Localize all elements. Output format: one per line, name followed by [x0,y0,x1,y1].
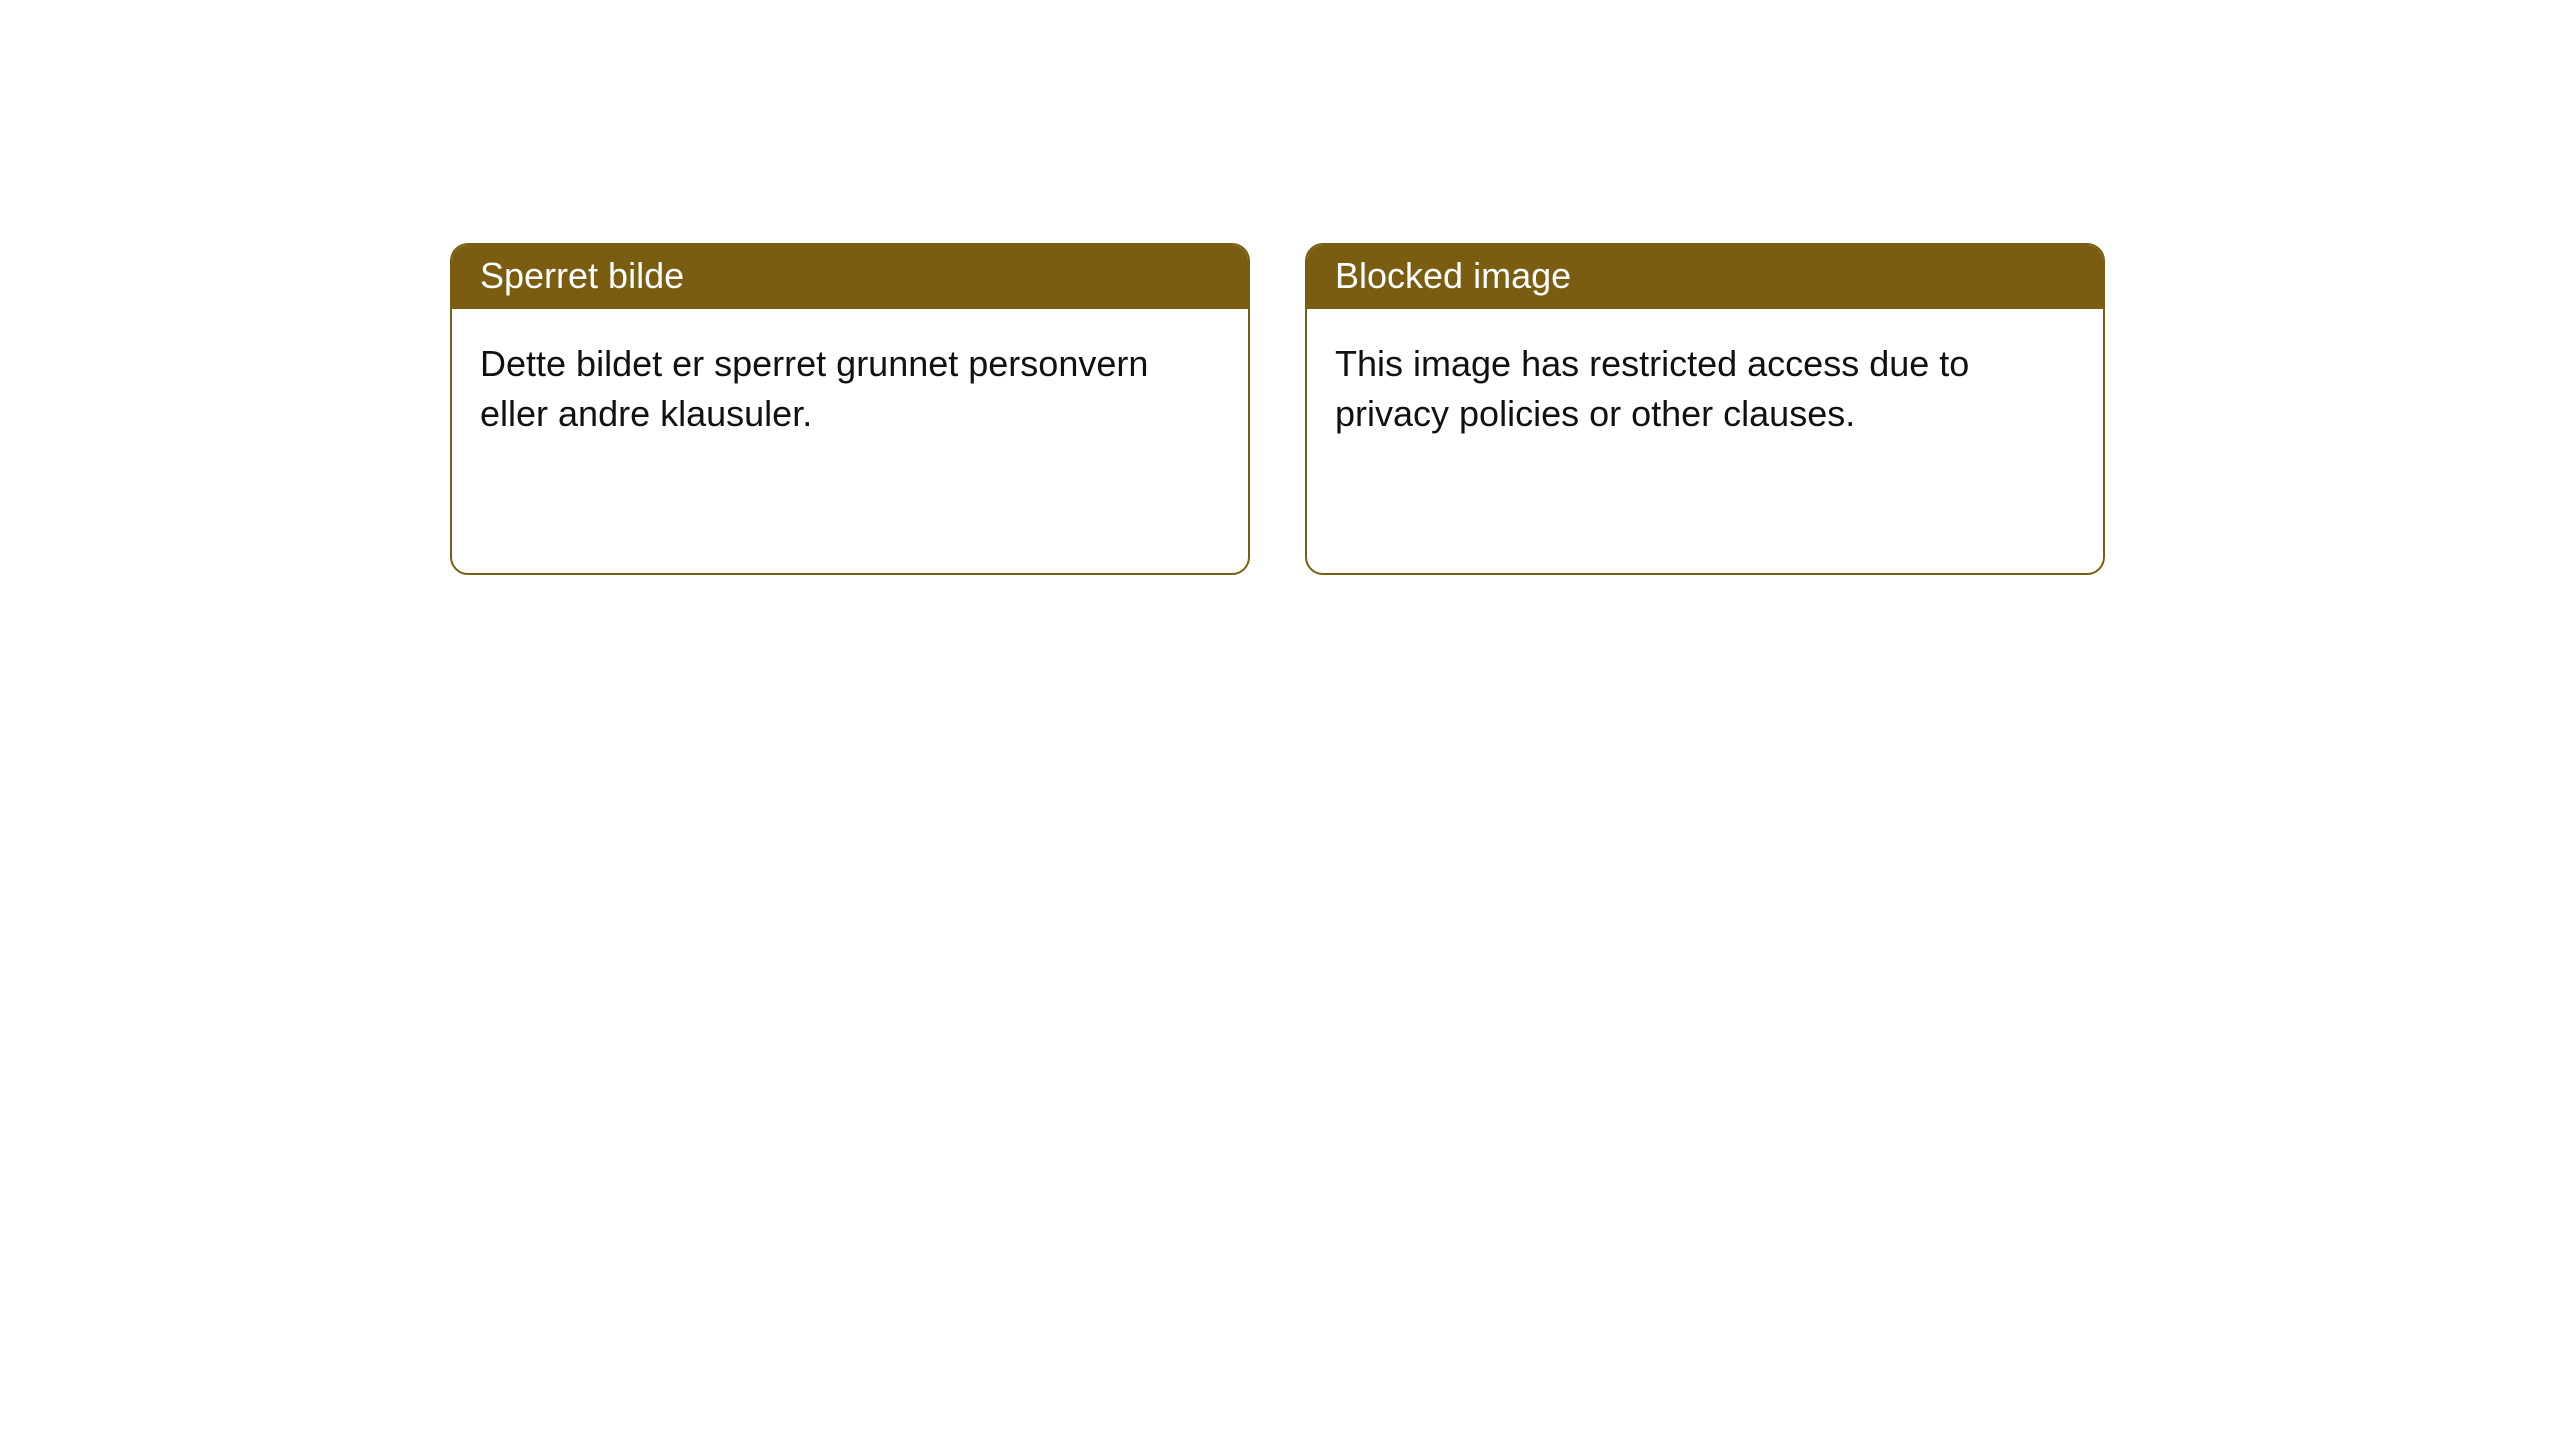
notice-container: Sperret bilde Dette bildet er sperret gr… [450,243,2105,575]
notice-title-english: Blocked image [1307,245,2103,309]
notice-body-norwegian: Dette bildet er sperret grunnet personve… [452,309,1248,470]
notice-title-norwegian: Sperret bilde [452,245,1248,309]
notice-body-english: This image has restricted access due to … [1307,309,2103,470]
notice-card-english: Blocked image This image has restricted … [1305,243,2105,575]
notice-card-norwegian: Sperret bilde Dette bildet er sperret gr… [450,243,1250,575]
